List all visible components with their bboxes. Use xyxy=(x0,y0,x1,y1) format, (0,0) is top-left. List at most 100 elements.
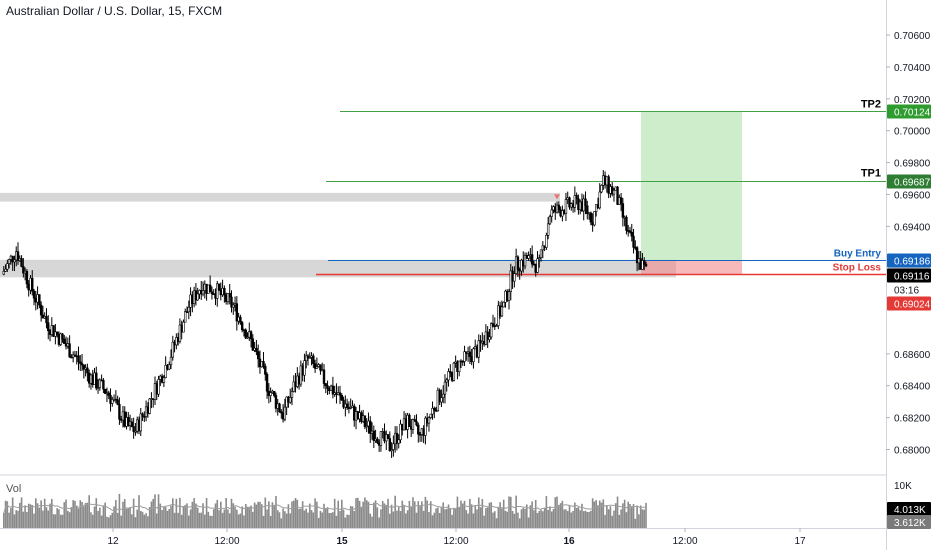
candle-body xyxy=(445,379,448,383)
candle-body xyxy=(644,263,648,267)
volume-bar xyxy=(252,511,254,528)
volume-bar xyxy=(449,508,452,528)
candle-body xyxy=(4,268,7,272)
price-axis: 0.70600 0.70400 0.70200 0.70000 0.69800 0.696… xyxy=(886,31,931,529)
volume-bar xyxy=(349,506,352,528)
candle-body xyxy=(395,432,399,444)
volume-bar xyxy=(641,509,644,528)
volume-bar xyxy=(481,498,484,528)
volume-bar xyxy=(223,509,226,528)
volume-bar xyxy=(639,505,642,528)
candle-body xyxy=(182,321,185,333)
candle-body xyxy=(96,387,100,389)
candle-body xyxy=(73,354,77,357)
candle-body xyxy=(598,191,601,209)
candle-body xyxy=(322,369,326,384)
volume-bar xyxy=(6,501,9,528)
candle-body xyxy=(372,430,376,441)
candle-body xyxy=(415,421,418,426)
volume-bar xyxy=(357,497,359,528)
candle-body xyxy=(340,395,343,401)
level-lines: TP2 TP1 Buy Entry Stop Loss xyxy=(316,99,886,276)
volume-bar xyxy=(566,511,569,528)
volume-bar xyxy=(358,500,361,528)
candle-body xyxy=(230,296,233,308)
candles xyxy=(2,170,648,458)
volume-bar xyxy=(123,499,126,528)
volume-bar xyxy=(445,508,448,528)
candle-body xyxy=(25,270,29,285)
volume-bar xyxy=(321,512,324,528)
volume-bar xyxy=(517,512,519,528)
volume-bar xyxy=(109,515,112,528)
candle-body xyxy=(369,420,372,434)
volume-bar xyxy=(141,511,144,528)
volume-bar xyxy=(364,497,366,528)
volume-bar xyxy=(575,507,578,528)
candle-body xyxy=(185,311,189,313)
candle-body xyxy=(424,417,427,436)
volume-bar xyxy=(264,497,267,528)
volume-bar xyxy=(572,510,574,528)
candle-body xyxy=(139,413,142,432)
candle-body xyxy=(130,421,134,427)
volume-bar xyxy=(77,508,80,528)
volume-bar xyxy=(294,497,297,528)
volume-bar xyxy=(312,512,315,528)
candle-body xyxy=(201,290,205,295)
tp1-label: TP1 xyxy=(861,168,881,180)
volume-bar xyxy=(396,510,398,528)
candle-body xyxy=(118,404,121,420)
support-resistance-zones xyxy=(0,192,676,278)
volume-bar xyxy=(47,510,50,528)
volume-bar xyxy=(609,506,612,528)
stop-loss-price-tag-bg xyxy=(887,296,931,311)
volume-bar xyxy=(465,510,468,528)
volume-bar xyxy=(278,512,281,528)
volume-bar xyxy=(205,497,208,528)
volume-bar xyxy=(584,510,587,528)
candle-body xyxy=(52,325,55,337)
volume-bar xyxy=(202,503,204,528)
candle-body xyxy=(600,185,603,193)
candle-body xyxy=(338,392,342,396)
volume-bar xyxy=(63,502,66,528)
candle-body xyxy=(216,283,219,299)
volume-bar xyxy=(284,511,286,528)
volume-bar xyxy=(508,496,510,528)
countdown-tag: 03:16 xyxy=(894,286,919,297)
candle-body xyxy=(392,443,395,450)
volume-bar xyxy=(595,500,597,528)
candle-body xyxy=(303,360,306,376)
volume-bar xyxy=(429,501,432,528)
candle-body xyxy=(68,343,71,358)
candle-body xyxy=(557,204,561,211)
volume-bar xyxy=(378,517,380,528)
volume-bar xyxy=(220,501,222,528)
volume-bar xyxy=(196,507,199,528)
stop-loss-label: Stop Loss xyxy=(833,263,882,274)
volume-bar xyxy=(166,510,169,528)
volume-bar xyxy=(337,500,340,528)
volume-bar xyxy=(147,516,149,528)
volume-bar xyxy=(577,507,580,528)
candle-body xyxy=(228,293,231,298)
volume-bar xyxy=(24,505,26,528)
volume-bar xyxy=(307,512,309,528)
volume-bar xyxy=(488,502,491,528)
volume-bar xyxy=(276,510,279,528)
candle-body xyxy=(111,399,114,404)
candle-body xyxy=(319,364,322,371)
time-tick-label: 12:00 xyxy=(672,536,697,547)
volume-bar xyxy=(88,495,90,528)
candle-body xyxy=(235,303,239,322)
candle-body xyxy=(477,340,480,358)
candle-body xyxy=(619,197,623,204)
volume-bar xyxy=(501,508,503,528)
volume-ma-line xyxy=(3,502,646,514)
volume-bar xyxy=(170,505,172,528)
volume-bar xyxy=(253,502,256,528)
candle-body xyxy=(635,247,639,264)
